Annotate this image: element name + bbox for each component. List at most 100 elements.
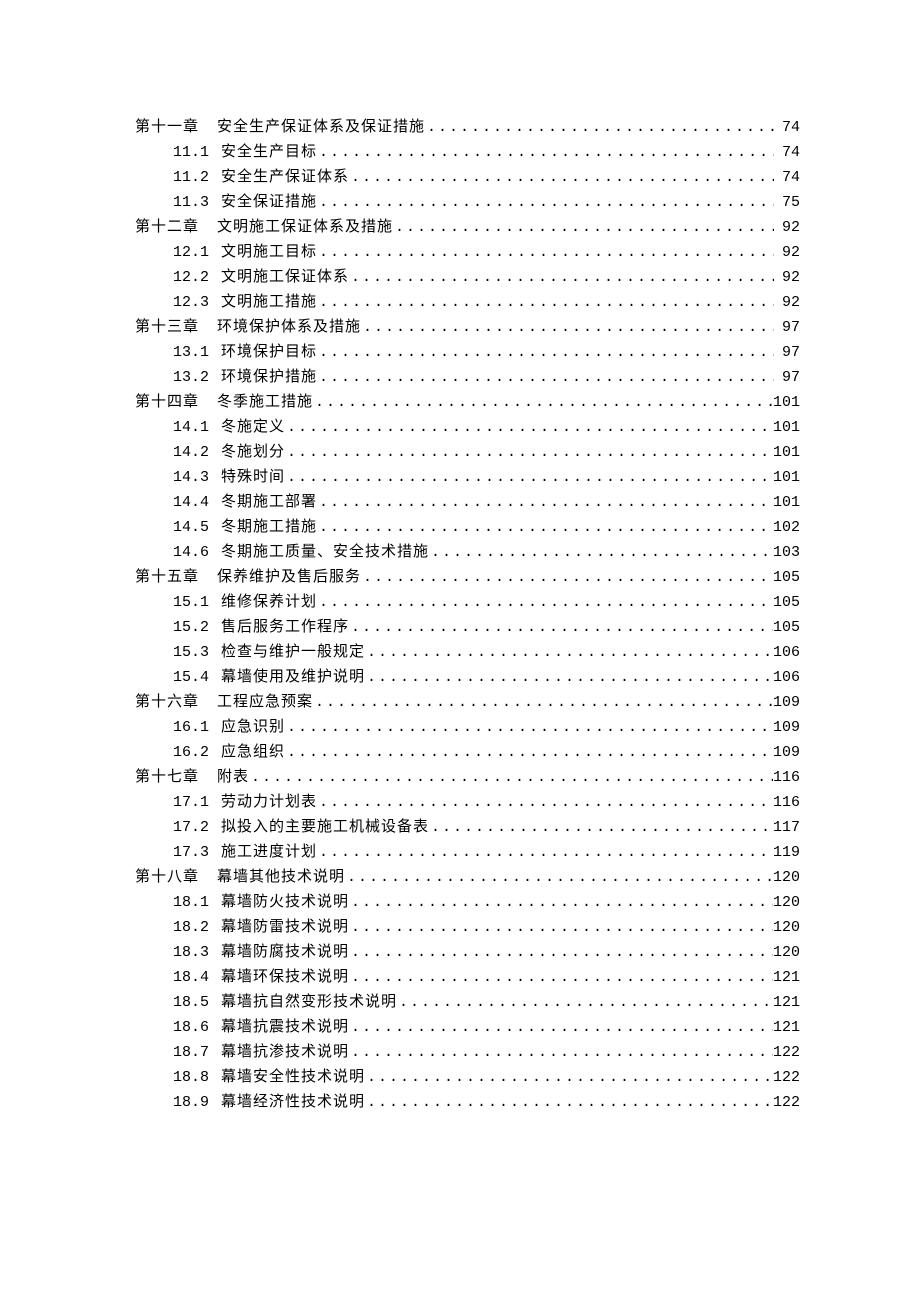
- page-number: 106: [773, 666, 800, 690]
- dot-leader: [317, 191, 774, 215]
- page-number: 109: [773, 741, 800, 765]
- page-number: 97: [774, 341, 800, 365]
- toc-title: 幕墙防雷技术说明: [221, 915, 349, 939]
- dot-leader: [317, 291, 774, 315]
- toc-title: 幕墙使用及维护说明: [221, 665, 365, 689]
- page-number: 120: [773, 916, 800, 940]
- dot-leader: [317, 241, 774, 265]
- page-number: 120: [773, 866, 800, 890]
- dot-leader: [285, 716, 773, 740]
- page-number: 101: [773, 466, 800, 490]
- toc-title: 劳动力计划表: [221, 790, 317, 814]
- dot-leader: [285, 441, 773, 465]
- section-number: 18.1: [139, 891, 221, 915]
- page-number: 92: [774, 241, 800, 265]
- toc-title: 售后服务工作程序: [221, 615, 349, 639]
- section-number: 14.1: [139, 416, 221, 440]
- page-number: 109: [773, 691, 800, 715]
- dot-leader: [317, 841, 773, 865]
- section-number: 18.2: [139, 916, 221, 940]
- toc-title: 幕墙抗自然变形技术说明: [221, 990, 397, 1014]
- toc-entry: 15.2售后服务工作程序105: [135, 615, 800, 640]
- dot-leader: [361, 316, 774, 340]
- toc-title: 幕墙安全性技术说明: [221, 1065, 365, 1089]
- toc-entry: 18.1幕墙防火技术说明120: [135, 890, 800, 915]
- dot-leader: [249, 766, 773, 790]
- page-number: 101: [773, 416, 800, 440]
- dot-leader: [349, 1016, 773, 1040]
- page-number: 97: [774, 366, 800, 390]
- chapter-label: 第十一章: [135, 115, 217, 139]
- section-number: 15.2: [139, 616, 221, 640]
- dot-leader: [285, 741, 773, 765]
- page-number: 102: [773, 516, 800, 540]
- toc-title: 拟投入的主要施工机械设备表: [221, 815, 429, 839]
- toc-entry: 第十三章环境保护体系及措施 97: [135, 315, 800, 340]
- dot-leader: [349, 966, 773, 990]
- toc-entry: 13.2环境保护措施97: [135, 365, 800, 390]
- dot-leader: [397, 991, 773, 1015]
- toc-entry: 11.3安全保证措施75: [135, 190, 800, 215]
- section-number: 11.2: [139, 166, 221, 190]
- toc-entry: 18.4幕墙环保技术说明121: [135, 965, 800, 990]
- dot-leader: [365, 641, 773, 665]
- dot-leader: [425, 116, 774, 140]
- toc-title: 冬期施工措施: [221, 515, 317, 539]
- dot-leader: [285, 466, 773, 490]
- chapter-label: 第十三章: [135, 315, 217, 339]
- dot-leader: [349, 266, 774, 290]
- page-number: 101: [773, 441, 800, 465]
- section-number: 13.1: [139, 341, 221, 365]
- toc-title: 检查与维护一般规定: [221, 640, 365, 664]
- toc-title: 文明施工措施: [221, 290, 317, 314]
- page-number: 116: [773, 766, 800, 790]
- section-number: 12.1: [139, 241, 221, 265]
- toc-title: 冬季施工措施: [217, 390, 313, 414]
- page-number: 109: [773, 716, 800, 740]
- dot-leader: [317, 591, 773, 615]
- chapter-label: 第十二章: [135, 215, 217, 239]
- section-number: 15.3: [139, 641, 221, 665]
- page-number: 92: [774, 266, 800, 290]
- toc-title: 幕墙抗震技术说明: [221, 1015, 349, 1039]
- section-number: 18.8: [139, 1066, 221, 1090]
- page-number: 74: [774, 141, 800, 165]
- toc-title: 环境保护措施: [221, 365, 317, 389]
- toc-title: 安全生产保证体系及保证措施: [217, 115, 425, 139]
- dot-leader: [345, 866, 773, 890]
- chapter-label: 第十五章: [135, 565, 217, 589]
- toc-title: 文明施工保证体系及措施: [217, 215, 393, 239]
- toc-entry: 第十六章工程应急预案109: [135, 690, 800, 715]
- page-number: 116: [773, 791, 800, 815]
- toc-entry: 第十二章文明施工保证体系及措施92: [135, 215, 800, 240]
- page-number: 103: [773, 541, 800, 565]
- dot-leader: [429, 541, 773, 565]
- dot-leader: [317, 366, 774, 390]
- toc-title: 施工进度计划: [221, 840, 317, 864]
- toc-title: 环境保护体系及措施: [217, 315, 361, 339]
- page-number: 105: [773, 566, 800, 590]
- toc-entry: 17.2拟投入的主要施工机械设备表117: [135, 815, 800, 840]
- toc-title: 安全保证措施: [221, 190, 317, 214]
- toc-title: 保养维护及售后服务: [217, 565, 361, 589]
- toc-title: 冬施定义: [221, 415, 285, 439]
- page-number: 97: [774, 316, 800, 340]
- page-number: 121: [773, 966, 800, 990]
- toc-entry: 17.3施工进度计划119: [135, 840, 800, 865]
- section-number: 14.3: [139, 466, 221, 490]
- page-number: 106: [773, 641, 800, 665]
- toc-entry: 16.1应急识别109: [135, 715, 800, 740]
- dot-leader: [349, 916, 773, 940]
- section-number: 17.1: [139, 791, 221, 815]
- chapter-label: 第十七章: [135, 765, 217, 789]
- toc-title: 附表: [217, 765, 249, 789]
- section-number: 11.1: [139, 141, 221, 165]
- page-number: 122: [773, 1041, 800, 1065]
- dot-leader: [365, 1091, 773, 1115]
- toc-title: 特殊时间: [221, 465, 285, 489]
- toc-title: 维修保养计划: [221, 590, 317, 614]
- page-number: 75: [774, 191, 800, 215]
- chapter-label: 第十四章: [135, 390, 217, 414]
- toc-entry: 14.4冬期施工部署101: [135, 490, 800, 515]
- toc-entry: 第十七章附表 116: [135, 765, 800, 790]
